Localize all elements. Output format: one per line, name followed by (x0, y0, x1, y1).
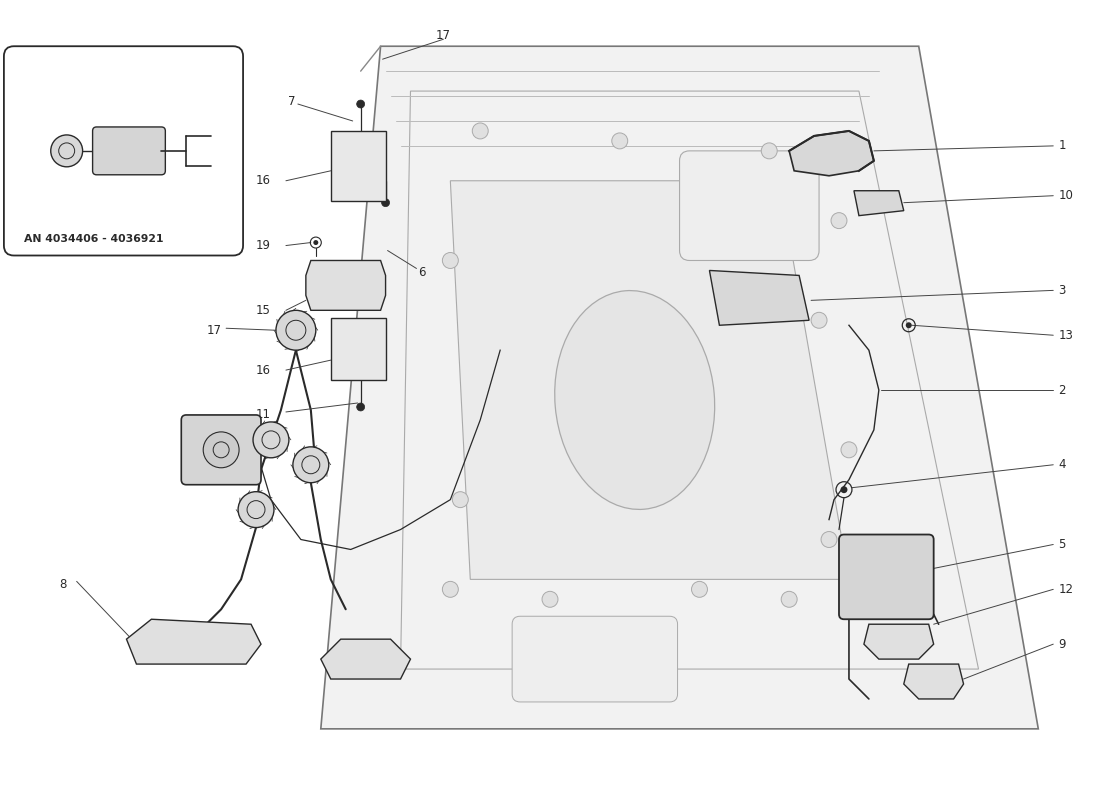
Circle shape (452, 492, 469, 508)
Text: 12: 12 (1058, 583, 1074, 596)
Text: 16: 16 (256, 364, 271, 377)
Text: Parts: Parts (835, 269, 962, 332)
Circle shape (51, 135, 82, 167)
Polygon shape (321, 46, 1038, 729)
FancyBboxPatch shape (680, 151, 820, 261)
Text: 17: 17 (206, 324, 221, 337)
FancyBboxPatch shape (839, 534, 934, 619)
Circle shape (276, 310, 316, 350)
Polygon shape (321, 639, 410, 679)
Circle shape (761, 143, 778, 159)
Polygon shape (904, 664, 964, 699)
FancyBboxPatch shape (4, 46, 243, 255)
Text: 7: 7 (288, 94, 296, 107)
Circle shape (314, 240, 318, 245)
FancyBboxPatch shape (513, 616, 678, 702)
Circle shape (238, 492, 274, 527)
Text: 3: 3 (1058, 284, 1066, 297)
Circle shape (840, 486, 847, 493)
Text: 4: 4 (1058, 458, 1066, 471)
Circle shape (293, 447, 329, 482)
Circle shape (811, 312, 827, 328)
Text: 9: 9 (1058, 638, 1066, 650)
Text: 2: 2 (1058, 383, 1066, 397)
FancyBboxPatch shape (92, 127, 165, 174)
FancyBboxPatch shape (331, 131, 386, 201)
Circle shape (442, 253, 459, 269)
Circle shape (842, 442, 857, 458)
Circle shape (830, 213, 847, 229)
Text: 1: 1 (1058, 139, 1066, 152)
Text: 8: 8 (59, 578, 67, 591)
Text: 17: 17 (436, 29, 450, 42)
Circle shape (781, 591, 798, 607)
Circle shape (905, 322, 912, 328)
Polygon shape (306, 261, 386, 310)
Text: Eldo: Eldo (815, 211, 922, 270)
Text: 16: 16 (256, 174, 271, 187)
FancyBboxPatch shape (182, 415, 261, 485)
Text: 10: 10 (1058, 190, 1074, 202)
Polygon shape (864, 624, 934, 659)
Text: 15: 15 (256, 304, 271, 317)
Circle shape (253, 422, 289, 458)
Circle shape (472, 123, 488, 139)
Text: 5: 5 (1058, 538, 1066, 551)
Circle shape (821, 531, 837, 547)
Text: 18: 18 (24, 219, 38, 232)
Ellipse shape (554, 290, 715, 510)
Text: 13: 13 (1058, 329, 1074, 342)
Text: AN 4034406 - 4036921: AN 4034406 - 4036921 (24, 234, 163, 243)
Polygon shape (710, 270, 810, 326)
Text: a passion for parts since 1985: a passion for parts since 1985 (385, 413, 654, 487)
Circle shape (542, 591, 558, 607)
Polygon shape (126, 619, 261, 664)
Text: 1985: 1985 (892, 352, 965, 388)
Circle shape (204, 432, 239, 468)
Circle shape (356, 403, 364, 411)
Text: 11: 11 (256, 409, 271, 422)
Circle shape (356, 100, 364, 108)
Polygon shape (789, 131, 873, 176)
Polygon shape (854, 190, 904, 216)
Text: 19: 19 (256, 239, 271, 252)
Circle shape (692, 582, 707, 598)
Circle shape (442, 582, 459, 598)
FancyBboxPatch shape (331, 318, 386, 380)
Text: 6: 6 (418, 266, 426, 279)
Circle shape (612, 133, 628, 149)
Polygon shape (450, 181, 849, 579)
Circle shape (382, 198, 389, 206)
